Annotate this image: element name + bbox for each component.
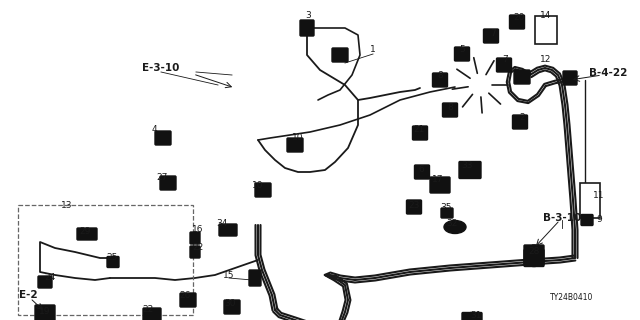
FancyBboxPatch shape	[415, 165, 429, 179]
Text: 11: 11	[593, 190, 605, 199]
Text: 21: 21	[413, 125, 425, 134]
Text: 6: 6	[418, 165, 424, 174]
FancyBboxPatch shape	[459, 162, 481, 179]
Ellipse shape	[444, 220, 466, 234]
FancyBboxPatch shape	[406, 200, 422, 214]
FancyBboxPatch shape	[470, 313, 482, 320]
Bar	[535, 16, 557, 44]
FancyBboxPatch shape	[563, 71, 577, 85]
Text: 19: 19	[39, 308, 51, 316]
Text: 16: 16	[192, 226, 204, 235]
Text: TY24B0410: TY24B0410	[550, 293, 594, 302]
Text: 14: 14	[540, 11, 552, 20]
FancyBboxPatch shape	[287, 138, 303, 152]
Text: 29: 29	[79, 228, 91, 236]
Text: 23: 23	[408, 201, 420, 210]
FancyBboxPatch shape	[532, 245, 544, 265]
FancyBboxPatch shape	[483, 29, 499, 43]
Bar	[580, 182, 600, 218]
FancyBboxPatch shape	[255, 183, 271, 197]
Text: 22: 22	[193, 244, 204, 252]
Text: 20: 20	[513, 13, 525, 22]
FancyBboxPatch shape	[462, 313, 474, 320]
FancyBboxPatch shape	[513, 115, 527, 129]
FancyBboxPatch shape	[107, 257, 119, 268]
Text: 10: 10	[292, 133, 304, 142]
FancyBboxPatch shape	[180, 293, 196, 307]
FancyBboxPatch shape	[581, 214, 593, 226]
FancyBboxPatch shape	[155, 131, 171, 145]
FancyBboxPatch shape	[514, 70, 530, 84]
FancyBboxPatch shape	[300, 20, 314, 36]
Text: 10: 10	[252, 180, 264, 189]
FancyBboxPatch shape	[249, 270, 261, 286]
Text: 7: 7	[490, 28, 496, 37]
Text: 17: 17	[432, 175, 444, 185]
Text: 12: 12	[540, 55, 552, 65]
FancyBboxPatch shape	[190, 232, 200, 244]
Text: E-2: E-2	[19, 290, 37, 300]
Text: 13: 13	[61, 201, 73, 210]
FancyBboxPatch shape	[77, 228, 97, 240]
FancyBboxPatch shape	[219, 224, 237, 236]
Text: 22: 22	[142, 306, 154, 315]
FancyBboxPatch shape	[441, 208, 453, 218]
FancyBboxPatch shape	[532, 250, 544, 267]
FancyBboxPatch shape	[433, 73, 447, 87]
Text: 31: 31	[470, 311, 482, 320]
Text: 34: 34	[216, 220, 228, 228]
Text: 35: 35	[440, 204, 452, 212]
FancyBboxPatch shape	[497, 58, 511, 72]
FancyBboxPatch shape	[224, 300, 240, 314]
Text: 4: 4	[151, 125, 157, 134]
Text: 32: 32	[446, 219, 458, 228]
Text: 8: 8	[437, 70, 443, 79]
Text: 2: 2	[519, 114, 525, 123]
FancyBboxPatch shape	[524, 250, 536, 267]
Text: 9: 9	[596, 215, 602, 225]
FancyBboxPatch shape	[454, 47, 470, 61]
FancyBboxPatch shape	[524, 245, 536, 265]
FancyBboxPatch shape	[332, 48, 348, 62]
Text: 3: 3	[305, 11, 311, 20]
Text: B-4-22: B-4-22	[589, 68, 627, 78]
FancyBboxPatch shape	[413, 126, 428, 140]
Text: 30: 30	[224, 299, 236, 308]
FancyBboxPatch shape	[160, 176, 176, 190]
Text: 1: 1	[370, 45, 376, 54]
FancyBboxPatch shape	[38, 276, 52, 288]
FancyBboxPatch shape	[509, 15, 525, 29]
Text: 27: 27	[156, 173, 168, 182]
FancyBboxPatch shape	[442, 103, 458, 117]
Text: 24: 24	[44, 274, 56, 283]
Text: 26: 26	[179, 292, 191, 300]
Text: 15: 15	[223, 271, 235, 281]
FancyBboxPatch shape	[143, 308, 161, 320]
Text: 25: 25	[106, 253, 118, 262]
FancyBboxPatch shape	[430, 177, 450, 193]
Text: B-3-10: B-3-10	[543, 213, 581, 223]
Text: 8: 8	[447, 103, 453, 113]
Bar	[18, 205, 193, 315]
Text: E-3-10: E-3-10	[142, 63, 180, 73]
Text: 7: 7	[502, 55, 508, 65]
FancyBboxPatch shape	[35, 305, 55, 320]
Text: 5: 5	[459, 45, 465, 54]
FancyBboxPatch shape	[190, 246, 200, 258]
Text: 28: 28	[528, 247, 540, 257]
Text: 33: 33	[461, 161, 473, 170]
